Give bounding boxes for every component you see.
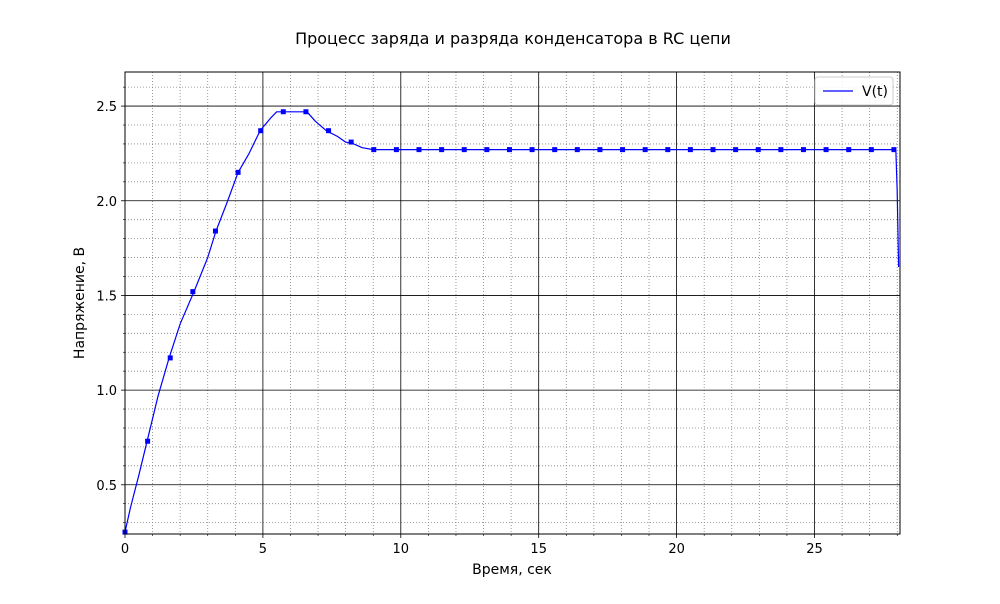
y-axis-ticks: 0.5 1.0 1.5 2.0 2.5: [96, 86, 125, 523]
x-tick-label: 25: [806, 542, 823, 557]
data-point-marker: [529, 147, 535, 153]
y-tick-label: 2.5: [96, 100, 117, 115]
data-point-marker: [778, 147, 784, 153]
x-axis-ticks: 0 5 10 15 20 25: [121, 534, 898, 557]
marker-layer: [122, 109, 897, 535]
x-tick-label: 5: [259, 542, 267, 557]
data-point-marker: [733, 147, 739, 153]
data-point-marker: [687, 147, 693, 153]
data-point-marker: [755, 147, 761, 153]
data-point-marker: [416, 147, 422, 153]
data-point-marker: [280, 109, 286, 115]
data-point-marker: [326, 128, 332, 134]
series-line-v-t: [124, 111, 900, 533]
data-point-marker: [642, 147, 648, 153]
data-point-marker: [235, 169, 241, 175]
data-point-marker: [665, 147, 671, 153]
data-point-marker: [597, 147, 603, 153]
data-point-marker: [258, 128, 264, 134]
y-tick-label: 1.5: [96, 289, 117, 304]
data-point-marker: [439, 147, 445, 153]
data-point-marker: [620, 147, 626, 153]
data-point-marker: [800, 147, 806, 153]
data-point-marker: [461, 147, 467, 153]
data-point-marker: [212, 228, 218, 234]
data-point-marker: [823, 147, 829, 153]
data-point-marker: [846, 147, 852, 153]
y-tick-label: 0.5: [96, 479, 117, 494]
data-point-marker: [506, 147, 512, 153]
legend-label: V(t): [862, 84, 888, 100]
data-point-marker: [303, 109, 309, 115]
series-layer: [124, 111, 900, 533]
chart-title: Процесс заряда и разряда конденсатора в …: [295, 29, 731, 48]
data-point-marker: [393, 147, 399, 153]
data-point-marker: [145, 438, 151, 444]
data-point-marker: [891, 147, 897, 153]
x-tick-label: 10: [393, 542, 410, 557]
x-axis-label: Время, сек: [472, 562, 552, 578]
data-point-marker: [710, 147, 716, 153]
legend: V(t): [814, 76, 894, 106]
y-tick-label: 1.0: [96, 384, 117, 399]
y-axis-label: Напряжение, В: [72, 247, 88, 359]
legend-box: [814, 76, 894, 106]
major-grid: [124, 72, 900, 534]
data-point-marker: [348, 139, 354, 145]
x-tick-label: 15: [530, 542, 547, 557]
data-point-marker: [552, 147, 558, 153]
x-tick-label: 0: [121, 542, 129, 557]
x-tick-label: 20: [668, 542, 685, 557]
data-point-marker: [868, 147, 874, 153]
y-tick-label: 2.0: [96, 195, 117, 210]
data-point-marker: [484, 147, 490, 153]
minor-grid: [125, 72, 900, 534]
data-point-marker: [574, 147, 580, 153]
data-point-marker: [167, 355, 173, 361]
data-point-marker: [190, 289, 196, 295]
plot-frame: [124, 71, 901, 535]
data-point-marker: [371, 147, 377, 153]
